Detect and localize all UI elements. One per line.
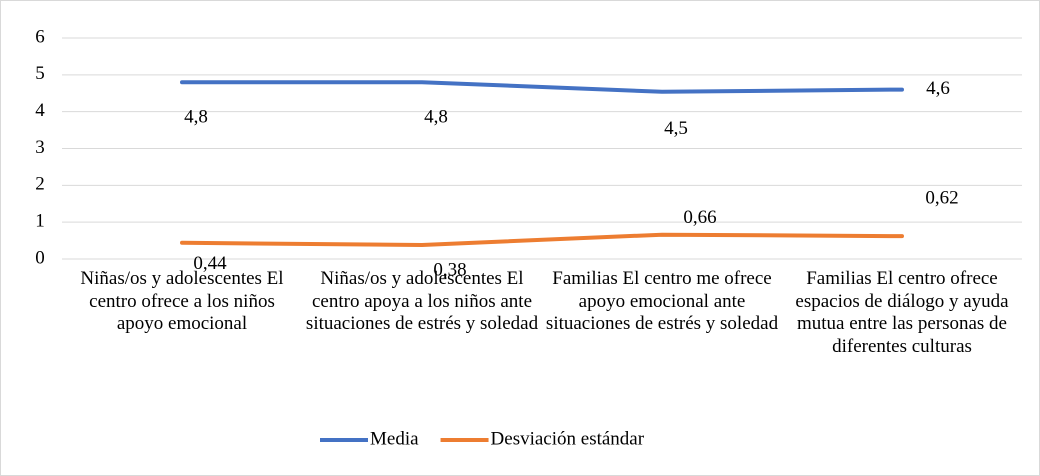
y-tick-label: 6 xyxy=(35,26,45,47)
data-label: 4,8 xyxy=(184,107,208,128)
data-label: 0,66 xyxy=(683,207,716,228)
x-tick-label: Niñas/os y adolescentes El centro apoya … xyxy=(305,268,539,334)
y-tick-label: 4 xyxy=(35,100,45,121)
line-series xyxy=(180,232,904,248)
y-tick-label: 5 xyxy=(35,63,45,84)
legend-label: Desviación estándar xyxy=(491,428,645,449)
x-tick-label: Niñas/os y adolescentes El centro ofrece… xyxy=(80,268,284,334)
data-label: 0,44 xyxy=(193,253,227,274)
x-tick-label: Familias El centro me ofrece apoyo emoci… xyxy=(545,268,779,334)
data-label: 4,6 xyxy=(926,78,950,99)
data-label: 0,62 xyxy=(925,188,958,209)
data-label: 0,38 xyxy=(433,259,466,280)
data-label: 4,8 xyxy=(424,107,448,128)
y-tick-label: 2 xyxy=(35,174,45,195)
y-tick-label: 1 xyxy=(35,211,45,232)
line-series xyxy=(180,80,904,94)
y-tick-label: 0 xyxy=(35,247,45,268)
y-tick-label: 3 xyxy=(35,137,45,158)
legend-label: Media xyxy=(370,428,419,449)
data-label: 4,5 xyxy=(664,118,688,139)
x-tick-label: Familias El centro ofrece espacios de di… xyxy=(795,268,1009,357)
